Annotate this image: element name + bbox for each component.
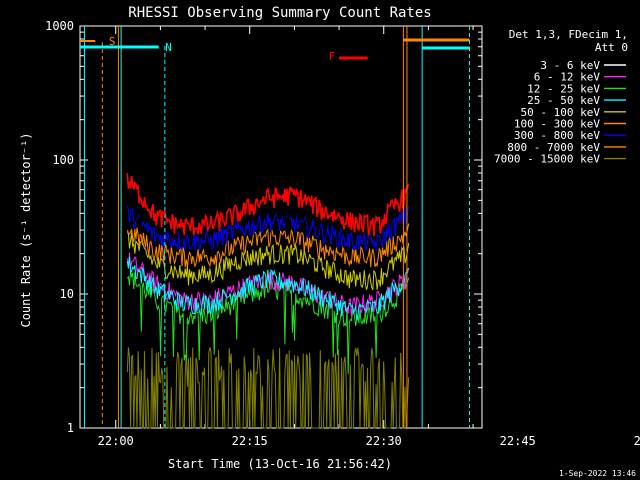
legend-label: 800 - 7000 keV (507, 141, 600, 154)
series-line-7 (126, 173, 410, 237)
series-line-5 (126, 223, 410, 268)
series-line-4 (126, 232, 410, 291)
legend-label: 50 - 100 keV (521, 106, 601, 119)
timestamp: 1-Sep-2022 13:46 (559, 469, 636, 478)
legend-label: 12 - 25 keV (527, 82, 600, 95)
x-tick-label: 23:00 (634, 434, 640, 448)
legend-header: Det 1,3, FDecim 1, (509, 28, 628, 41)
y-tick-label: 1 (67, 421, 74, 435)
legend-label: 300 - 800 keV (514, 129, 600, 142)
x-axis-label: Start Time (13-Oct-16 21:56:42) (168, 457, 392, 471)
series-line-3 (126, 256, 410, 321)
legend-label: 3 - 6 keV (540, 59, 600, 72)
x-tick-label: 22:15 (232, 434, 268, 448)
legend-label: 6 - 12 keV (534, 71, 601, 84)
y-tick-label: 1000 (45, 19, 74, 33)
series-line-2 (126, 269, 410, 374)
overlay-intervals: S N F (80, 26, 470, 428)
chart-title: RHESSI Observing Summary Count Rates (128, 5, 431, 21)
flare-marker: F (329, 50, 336, 63)
legend-label: 25 - 50 keV (527, 94, 600, 107)
legend-label: 7000 - 15000 keV (494, 153, 600, 166)
y-tick-label: 100 (52, 153, 74, 167)
y-tick-label: 10 (60, 287, 74, 301)
legend-label: 100 - 300 keV (514, 118, 600, 131)
legend-header: Att 0 (595, 41, 628, 54)
x-tick-label: 22:30 (366, 434, 402, 448)
y-axis-label: Count Rate (s⁻¹ detector⁻¹) (19, 132, 33, 327)
series-line-6 (126, 205, 410, 252)
series-lines (126, 155, 410, 429)
saa-marker: S (109, 35, 116, 48)
x-tick-label: 22:00 (98, 434, 134, 448)
x-tick-label: 22:45 (500, 434, 536, 448)
night-marker: N (165, 41, 172, 54)
series-line-8 (126, 347, 410, 429)
